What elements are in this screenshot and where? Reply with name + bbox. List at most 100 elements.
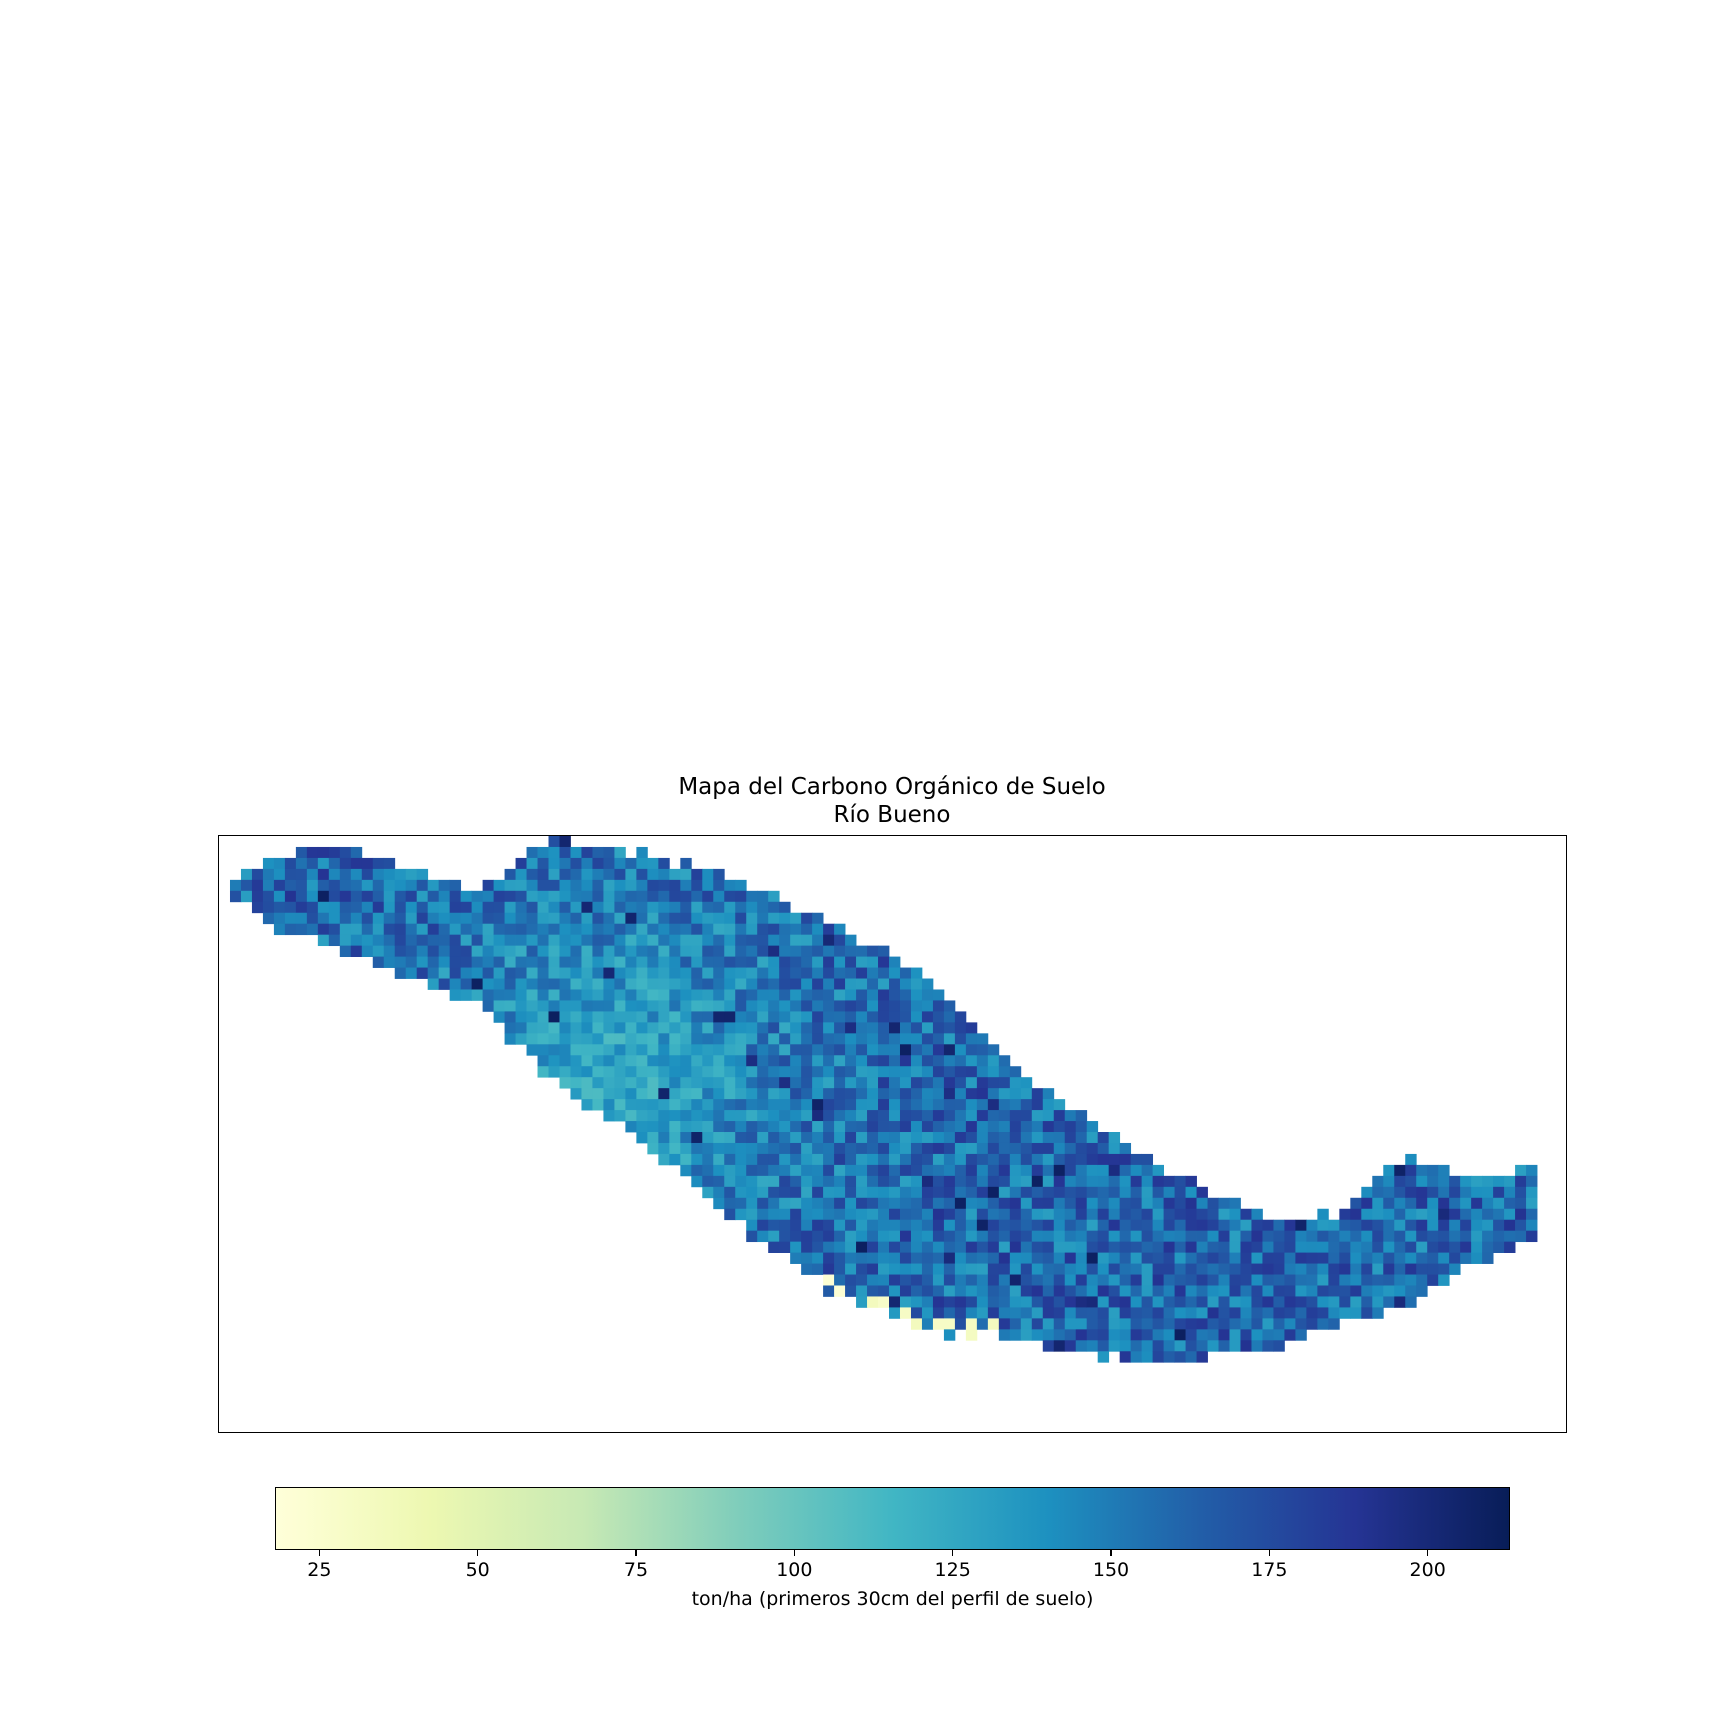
raster-cell bbox=[1009, 1164, 1022, 1177]
raster-cell bbox=[537, 1044, 549, 1056]
colorbar-tick-label: 125 bbox=[934, 1559, 971, 1581]
raster-cell bbox=[921, 1241, 934, 1254]
raster-cell bbox=[284, 901, 297, 914]
raster-cell bbox=[757, 1186, 769, 1199]
raster-cell bbox=[1284, 1241, 1296, 1254]
raster-cell bbox=[1471, 1197, 1483, 1210]
raster-cell bbox=[1130, 1164, 1143, 1177]
raster-cell bbox=[603, 1000, 615, 1012]
raster-cell bbox=[1141, 1153, 1154, 1166]
raster-cell bbox=[680, 923, 692, 936]
raster-cell bbox=[998, 1285, 1011, 1297]
raster-cell bbox=[1438, 1230, 1450, 1243]
raster-cell bbox=[987, 1252, 1000, 1264]
raster-cell bbox=[1361, 1197, 1373, 1210]
raster-cell bbox=[878, 1022, 890, 1034]
raster-cell bbox=[779, 978, 791, 990]
raster-cell bbox=[910, 1208, 923, 1221]
raster-cell bbox=[812, 956, 824, 968]
raster-cell bbox=[1031, 1186, 1044, 1199]
raster-cell bbox=[910, 1088, 923, 1100]
raster-cell bbox=[1295, 1318, 1307, 1330]
colorbar-tick-label: 200 bbox=[1409, 1559, 1446, 1581]
raster-cell bbox=[987, 1044, 1000, 1056]
raster-cell bbox=[1097, 1186, 1110, 1199]
raster-cell bbox=[515, 1022, 527, 1034]
raster-cell bbox=[735, 1088, 747, 1100]
raster-cell bbox=[1196, 1340, 1208, 1352]
raster-cell bbox=[921, 1088, 934, 1100]
raster-cell bbox=[1075, 1318, 1088, 1330]
raster-cell bbox=[1251, 1296, 1263, 1308]
raster-cell bbox=[899, 1296, 912, 1308]
raster-cell bbox=[1405, 1153, 1417, 1166]
raster-cell bbox=[1130, 1153, 1143, 1166]
raster-cell bbox=[702, 978, 714, 990]
raster-cell bbox=[1306, 1274, 1318, 1286]
raster-cell bbox=[1141, 1340, 1154, 1352]
raster-cell bbox=[856, 1175, 868, 1188]
raster-cell bbox=[954, 1088, 967, 1100]
raster-cell bbox=[790, 923, 802, 936]
raster-cell bbox=[889, 1033, 901, 1045]
raster-cell bbox=[889, 1219, 901, 1232]
raster-cell bbox=[1119, 1340, 1132, 1352]
raster-cell bbox=[867, 978, 879, 990]
raster-cell bbox=[998, 1099, 1011, 1111]
raster-cell bbox=[724, 978, 736, 990]
raster-cell bbox=[724, 1153, 736, 1166]
raster-cell bbox=[691, 1110, 703, 1122]
raster-cell bbox=[1119, 1241, 1132, 1254]
raster-cell bbox=[998, 1132, 1011, 1144]
raster-cell bbox=[548, 836, 560, 848]
raster-cell bbox=[537, 868, 549, 881]
raster-cell bbox=[965, 1318, 978, 1330]
raster-cell bbox=[910, 1263, 923, 1275]
raster-cell bbox=[482, 989, 494, 1001]
raster-cell bbox=[757, 1121, 769, 1133]
raster-cell bbox=[1383, 1241, 1395, 1254]
raster-cell bbox=[1130, 1186, 1143, 1199]
raster-cell bbox=[1251, 1230, 1263, 1243]
raster-cell bbox=[899, 1208, 912, 1221]
raster-cell bbox=[581, 1011, 593, 1023]
raster-cell bbox=[647, 956, 659, 968]
raster-cell bbox=[932, 1132, 945, 1144]
raster-cell bbox=[1009, 1318, 1022, 1330]
raster-cell bbox=[856, 978, 868, 990]
raster-cell bbox=[1020, 1142, 1033, 1155]
raster-cell bbox=[845, 1088, 857, 1100]
raster-cell bbox=[1020, 1329, 1033, 1341]
raster-cell bbox=[636, 857, 648, 870]
raster-cell bbox=[899, 1175, 912, 1188]
raster-cell bbox=[1361, 1241, 1373, 1254]
raster-cell bbox=[1042, 1142, 1055, 1155]
raster-cell bbox=[669, 1153, 681, 1166]
raster-cell bbox=[603, 901, 615, 914]
raster-cell bbox=[1218, 1296, 1230, 1308]
raster-cell bbox=[1042, 1274, 1055, 1286]
raster-cell bbox=[878, 1077, 890, 1089]
raster-cell bbox=[954, 1296, 967, 1308]
raster-cell bbox=[932, 1241, 945, 1254]
raster-cell bbox=[1141, 1318, 1154, 1330]
raster-cell bbox=[1306, 1307, 1318, 1319]
raster-cell bbox=[1460, 1197, 1472, 1210]
raster-cell bbox=[1108, 1296, 1121, 1308]
raster-cell bbox=[372, 868, 385, 881]
raster-cell bbox=[899, 1307, 912, 1319]
raster-cell bbox=[1185, 1263, 1197, 1275]
raster-cell bbox=[691, 901, 703, 914]
raster-cell bbox=[801, 945, 813, 957]
raster-cell bbox=[757, 1022, 769, 1034]
raster-cell bbox=[746, 1011, 758, 1023]
raster-cell bbox=[1064, 1329, 1077, 1341]
raster-cell bbox=[691, 1055, 703, 1067]
raster-cell bbox=[987, 1208, 1000, 1221]
raster-cell bbox=[856, 989, 868, 1001]
raster-cell bbox=[878, 1044, 890, 1056]
raster-cell bbox=[998, 1164, 1011, 1177]
raster-cell bbox=[965, 1153, 978, 1166]
raster-cell bbox=[691, 945, 703, 957]
raster-cell bbox=[306, 879, 319, 892]
